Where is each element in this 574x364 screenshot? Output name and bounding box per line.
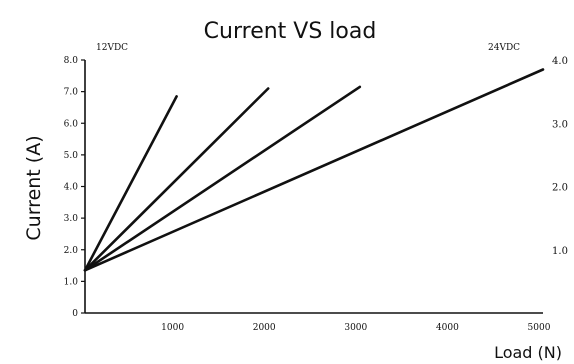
x-axis-label: Load (N) (494, 343, 562, 362)
y-tick-label: 8.0 (64, 56, 79, 66)
x-tick-label: 5000 (528, 323, 551, 333)
y-right-tick-label: 3.0 (552, 119, 568, 130)
y-axis-label: Current (A) (23, 135, 45, 240)
series-line-1 (83, 95, 178, 272)
right-supply-label: 24VDC (488, 43, 520, 53)
x-tick-label: 3000 (344, 323, 367, 333)
y-right-tick-label: 4.0 (552, 56, 568, 67)
chart-title: Current VS load (204, 19, 377, 44)
y-tick-label: 2.0 (64, 246, 79, 256)
y-right-tick-label: 1.0 (552, 246, 568, 257)
y-tick-label: 1.0 (64, 277, 79, 287)
y-right-tick-label: 2.0 (552, 183, 568, 194)
y-tick-label: 6.0 (64, 119, 79, 129)
x-tick-label: 2000 (253, 323, 276, 333)
y-tick-label: 3.0 (64, 214, 79, 224)
series-line-2 (83, 87, 270, 272)
y-tick-label: 0 (72, 309, 78, 319)
series-line-4 (83, 68, 545, 272)
y-tick-label: 5.0 (64, 151, 79, 161)
chart-marks: 0 1.0 2.0 3.0 4.0 5.0 6.0 7.0 8.0 1000 2000 3000 400… (64, 56, 568, 333)
series-line-3 (83, 85, 362, 272)
x-tick-label: 1000 (161, 323, 184, 333)
y-tick-label: 4.0 (64, 183, 79, 193)
x-tick-label: 4000 (436, 323, 459, 333)
left-supply-label: 12VDC (96, 43, 128, 53)
y-tick-label: 7.0 (64, 88, 79, 98)
